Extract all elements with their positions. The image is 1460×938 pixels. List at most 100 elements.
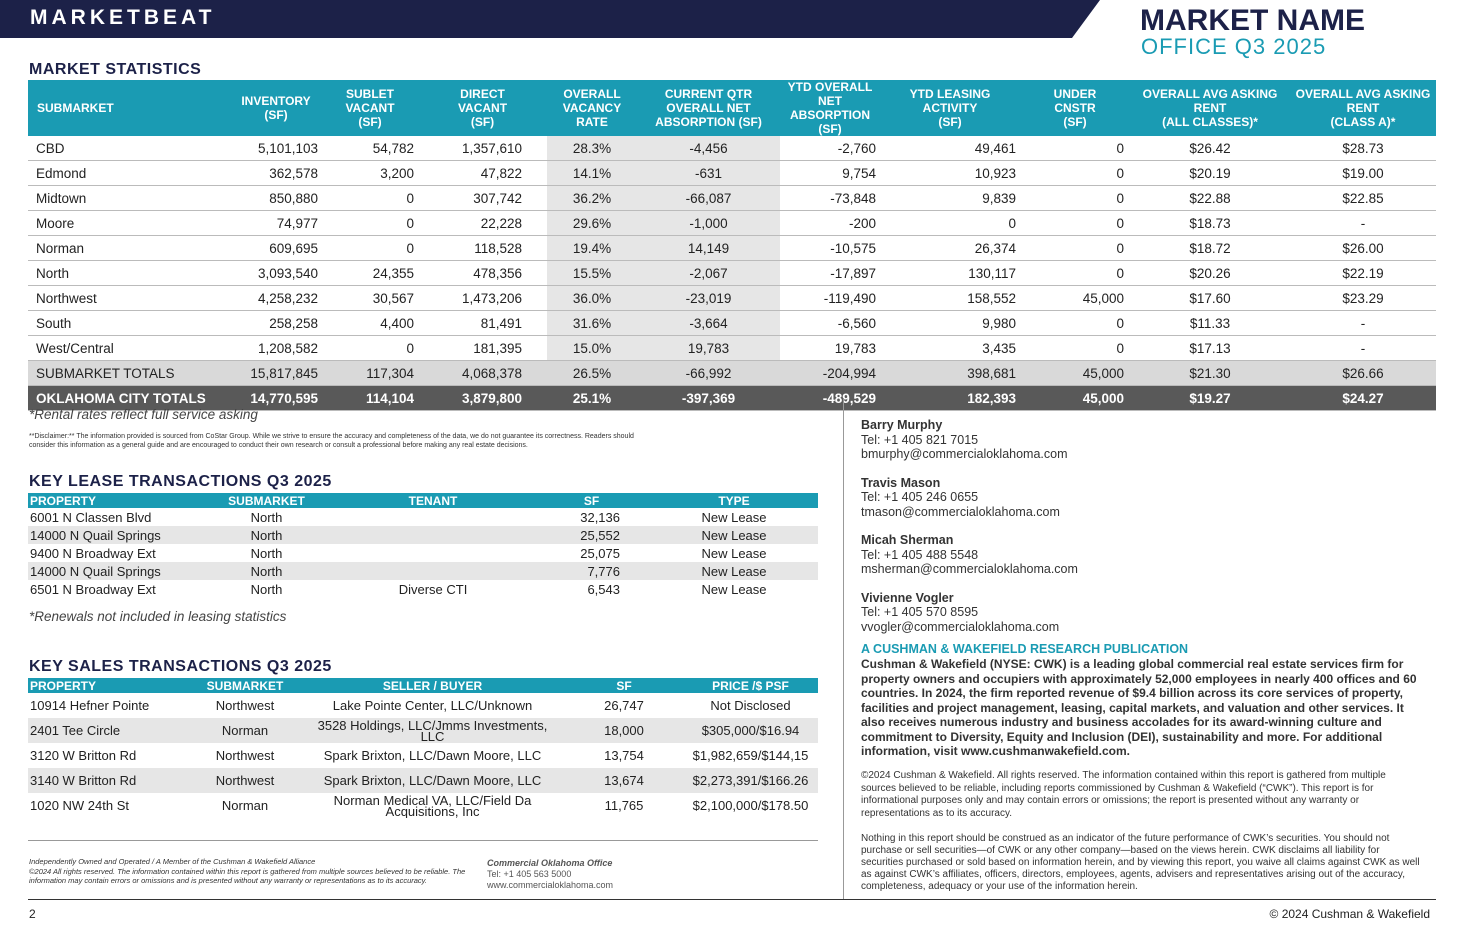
column-header: DIRECT VACANT (SF) [418, 80, 547, 136]
row: 14000 N Quail Springs North 7,776 New Lease [28, 562, 818, 580]
cell: $2,273,391/$166.26 [683, 768, 818, 793]
cell: Midtown [28, 185, 230, 211]
cell: -10,575 [780, 235, 880, 261]
cell: New Lease [650, 562, 818, 580]
cell: Norman [221, 798, 269, 813]
cell: $18.72 [1130, 235, 1290, 261]
office-tel: Tel: +1 405 563 5000 [487, 869, 572, 879]
cell: Northwest [28, 285, 230, 311]
cell: 49,461 [880, 136, 1020, 161]
cell: Norman [28, 235, 230, 261]
cell: 22,228 [418, 210, 547, 236]
cell: $305,000/$16.94 [683, 718, 818, 743]
row: West/Central 1,208,582 0 181,395 15.0% 19,783… [28, 335, 1436, 361]
cell: Edmond [28, 160, 230, 186]
row: SUBMARKET TOTALS 15,817,845 117,304 4,068,3… [28, 360, 1436, 386]
row: 10914 Hefner Pointe Northwest Lake Pointe … [28, 693, 818, 718]
cell: 3528 Holdings, LLC/Jmms Investments, LLC [300, 718, 565, 743]
column-header: PROPERTY [28, 493, 200, 508]
contact-email: tmason@commercialoklahoma.com [861, 504, 1060, 519]
cell: $22.19 [1290, 260, 1436, 286]
cell: 25,552 [533, 526, 650, 544]
cell: Northwest [215, 698, 275, 713]
row: 6001 N Classen Blvd North 32,136 New Lease [28, 508, 818, 526]
cell: 3140 W Britton Rd [28, 768, 190, 793]
cell: New Lease [701, 509, 767, 525]
cell: CBD [28, 136, 230, 161]
cell: -4,456 [637, 136, 780, 161]
row: Midtown 850,880 0 307,742 36.2% -66,087 -73,84… [28, 185, 1436, 211]
cell [333, 562, 533, 580]
cell: -200 [780, 210, 880, 236]
column-header: PROPERTY [28, 678, 190, 693]
cell: -23,019 [637, 285, 780, 311]
cell: Norman Medical VA, LLC/Field Da Acquisit… [333, 793, 532, 818]
cell: New Lease [701, 581, 767, 597]
copyright: © 2024 Cushman & Wakefield [1269, 907, 1430, 921]
cell: -397,369 [637, 385, 780, 411]
cell: 0 [1020, 136, 1130, 161]
cell: 19.4% [547, 235, 637, 261]
cell: 14,770,595 [230, 385, 322, 411]
cell: North [250, 545, 283, 561]
header-row: SUBMARKET INVENTORY (SF) SUBLET VACANT (SF… [28, 80, 1436, 136]
cell: SUBMARKET TOTALS [28, 360, 230, 386]
cell: $17.60 [1130, 285, 1290, 311]
cell: -2,067 [637, 260, 780, 286]
cell: West/Central [28, 335, 230, 361]
column-header: YTD LEASING ACTIVITY (SF) [880, 80, 1020, 136]
cell: Northwest [215, 748, 275, 763]
divider [843, 398, 844, 900]
cell: -6,560 [780, 310, 880, 336]
cell: -2,760 [780, 136, 880, 161]
column-header: SUBMARKET [200, 493, 333, 508]
cell: 10914 Hefner Pointe [30, 698, 150, 713]
contact-tel: Tel: +1 405 821 7015 [861, 432, 979, 447]
cell: 5,101,103 [230, 136, 322, 161]
cell: 45,000 [1020, 385, 1130, 411]
cell: 3,879,800 [418, 385, 547, 411]
cell: 24,355 [322, 260, 418, 286]
cell: 4,400 [322, 310, 418, 336]
cell: 26.5% [547, 360, 637, 386]
cell: 14.1% [547, 160, 637, 186]
cell [333, 544, 533, 562]
cell: Spark Brixton, LLC/Dawn Moore, LLC [300, 768, 565, 793]
column-header: PRICE /$ PSF [683, 678, 818, 693]
cell: 15.0% [547, 335, 637, 361]
row: Norman 609,695 0 118,528 19.4% 14,149 -10,575 2… [28, 235, 1436, 261]
cell: North [250, 581, 283, 597]
cell: $26.00 [1290, 235, 1436, 261]
column-header: SUBMARKET [28, 80, 230, 136]
cell: 398,681 [880, 360, 1020, 386]
cell: -631 [637, 160, 780, 186]
cell: Moore [28, 210, 230, 236]
brand: MARKETBEAT [30, 6, 216, 29]
cell: 81,491 [418, 310, 547, 336]
cell: $20.26 [1130, 260, 1290, 286]
cell: $22.88 [1130, 185, 1290, 211]
market-table: SUBMARKET INVENTORY (SF) SUBLET VACANT (SF… [28, 80, 1436, 411]
contact-name: Vivienne Vogler [861, 590, 954, 605]
cell: 13,674 [565, 768, 683, 793]
contact: Barry Murphy Tel: +1 405 821 7015 bmurphy@… [861, 418, 1068, 462]
cell: 9400 N Broadway Ext [30, 545, 156, 561]
row: 3140 W Britton Rd Northwest Spark Brixton,… [28, 768, 818, 793]
row: 3120 W Britton Rd Northwest Spark Brixton,… [28, 743, 818, 768]
row: OKLAHOMA CITY TOTALS 14,770,595 114,104 3,8… [28, 385, 1436, 411]
cell: 0 [322, 235, 418, 261]
cell: 6501 N Broadway Ext [30, 581, 156, 597]
column-header: SF [565, 678, 683, 693]
contact-email: vvogler@commercialoklahoma.com [861, 619, 1060, 634]
cell: 45,000 [1020, 360, 1130, 386]
cell: $18.73 [1130, 210, 1290, 236]
cell: 26,374 [880, 235, 1020, 261]
cell: 1,357,610 [418, 136, 547, 161]
cell: 0 [322, 335, 418, 361]
cell: 0 [1020, 210, 1130, 236]
column-header: SELLER / BUYER [300, 678, 565, 693]
cell [333, 508, 533, 526]
cell: Norman [190, 718, 300, 743]
header-row: PROPERTY SUBMARKET SELLER / BUYER SF PRICE /… [28, 678, 818, 693]
contact-tel: Tel: +1 405 488 5548 [861, 547, 979, 562]
